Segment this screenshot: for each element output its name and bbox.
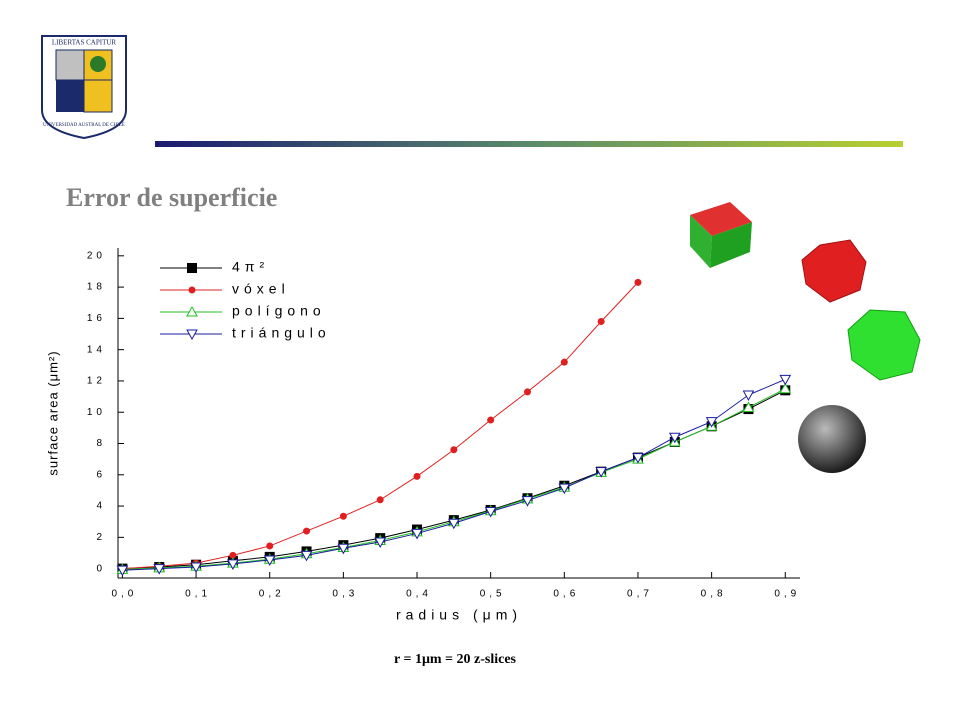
y-tick-label: 10 bbox=[87, 407, 106, 418]
marker bbox=[450, 446, 458, 454]
header-bar bbox=[155, 141, 903, 147]
x-tick-label: 0,7 bbox=[627, 589, 653, 600]
marker bbox=[560, 358, 568, 366]
x-tick-label: 0,0 bbox=[111, 589, 137, 600]
y-tick-label: 0 bbox=[96, 563, 106, 574]
y-tick-label: 16 bbox=[87, 313, 106, 324]
y-tick-label: 14 bbox=[87, 344, 106, 355]
marker bbox=[742, 401, 755, 413]
marker bbox=[339, 512, 347, 520]
series-line bbox=[122, 389, 786, 570]
marker bbox=[116, 565, 129, 577]
legend-label: 4π² bbox=[232, 259, 269, 275]
marker bbox=[153, 564, 166, 575]
legend-marker bbox=[186, 305, 198, 317]
marker bbox=[300, 550, 313, 562]
marker bbox=[595, 467, 607, 478]
x-tick-label: 0,1 bbox=[185, 589, 211, 600]
marker bbox=[487, 416, 495, 424]
logo-bottom: UNIVERSIDAD AUSTRAL DE CHILE bbox=[43, 123, 125, 128]
marker bbox=[266, 542, 274, 550]
marker bbox=[705, 417, 718, 428]
marker bbox=[779, 374, 792, 386]
x-tick-label: 0,8 bbox=[701, 589, 727, 600]
marker bbox=[227, 559, 239, 570]
legend-marker bbox=[188, 286, 196, 294]
logo: LIBERTAS CAPITUR UNIVERSIDAD AUSTRAL DE … bbox=[41, 35, 127, 140]
logo-top: LIBERTAS CAPITUR bbox=[52, 39, 116, 47]
marker bbox=[558, 483, 571, 495]
marker bbox=[190, 562, 202, 574]
series-line bbox=[122, 378, 786, 571]
marker bbox=[263, 555, 276, 567]
legend-label: vóxel bbox=[232, 281, 290, 297]
marker bbox=[521, 496, 534, 507]
marker bbox=[376, 496, 384, 504]
series-line bbox=[122, 282, 639, 570]
marker bbox=[447, 518, 460, 530]
x-tick-label: 0,4 bbox=[406, 589, 432, 600]
x-axis-label: radius (μm) bbox=[396, 607, 522, 623]
marker bbox=[229, 551, 237, 559]
slide-title: Error de superficie bbox=[66, 183, 277, 212]
x-tick-label: 0,9 bbox=[774, 589, 800, 600]
marker bbox=[779, 382, 792, 394]
shapes bbox=[690, 202, 921, 473]
marker bbox=[668, 432, 681, 444]
marker bbox=[632, 453, 644, 464]
marker bbox=[411, 528, 423, 540]
legend-label: triángulo bbox=[232, 325, 331, 341]
marker bbox=[337, 543, 350, 555]
legend-label: polígono bbox=[232, 303, 326, 319]
legend-marker bbox=[187, 263, 197, 273]
x-tick-label: 0,3 bbox=[332, 589, 358, 600]
marker bbox=[523, 388, 531, 396]
marker bbox=[634, 278, 642, 286]
y-tick-label: 18 bbox=[87, 282, 106, 293]
y-tick-label: 8 bbox=[96, 438, 106, 449]
plot: 0 2 4 6 8 10 12 14 16 18 20 0,0 0,1 0,2 0,3 0,4 0,5 0,6 0,… bbox=[45, 248, 800, 623]
x-tick-label: 0,6 bbox=[553, 589, 579, 600]
x-tick-label: 0,5 bbox=[480, 589, 506, 600]
y-tick-label: 6 bbox=[96, 469, 106, 480]
legend-marker bbox=[186, 329, 198, 341]
marker bbox=[303, 527, 311, 535]
marker bbox=[484, 507, 497, 518]
marker bbox=[413, 472, 421, 480]
series-line bbox=[122, 388, 786, 570]
marker bbox=[374, 537, 387, 549]
x-tick-label: 0,2 bbox=[259, 589, 285, 600]
y-tick-label: 12 bbox=[87, 376, 106, 387]
y-tick-label: 2 bbox=[96, 532, 106, 543]
y-tick-label: 4 bbox=[96, 501, 106, 512]
marker bbox=[597, 318, 605, 326]
y-tick-label: 20 bbox=[87, 250, 106, 261]
caption: r = 1μm = 20 z-slices bbox=[394, 652, 517, 667]
marker bbox=[742, 390, 755, 402]
y-axis-label: surface area (μm²) bbox=[45, 350, 60, 475]
